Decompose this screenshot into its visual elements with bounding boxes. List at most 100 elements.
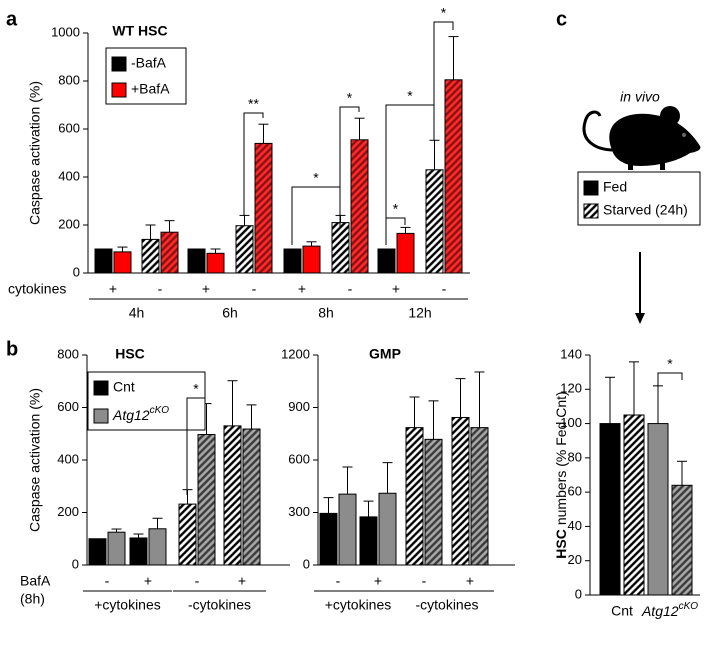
x-tick-label: - <box>336 573 341 589</box>
x-tick-label: Atg12cKO <box>641 601 698 619</box>
x-tick-label: - <box>195 573 200 589</box>
panel-label: a <box>6 8 18 30</box>
significance-bracket <box>657 372 683 410</box>
y-tick-label: 120 <box>560 381 582 396</box>
bar <box>425 169 444 274</box>
bar <box>235 225 254 274</box>
x-tick-label: - <box>442 281 447 297</box>
bar <box>405 427 424 566</box>
bar <box>254 142 273 274</box>
y-axis-label-bold: HSC <box>553 529 569 559</box>
bar <box>141 238 160 274</box>
chart-title: WT HSC <box>112 23 167 39</box>
bar <box>88 538 107 566</box>
y-tick-label: 140 <box>560 346 582 361</box>
significance-label: ** <box>248 96 259 112</box>
y-tick-label: 400 <box>57 451 79 466</box>
x-tick-label: + <box>144 573 152 589</box>
y-tick-label: 0 <box>72 556 79 571</box>
x-tick-label: - <box>105 573 110 589</box>
significance-bracket <box>433 21 454 135</box>
y-tick-label: 800 <box>58 72 80 87</box>
bar <box>338 493 357 566</box>
y-tick-label: 600 <box>288 451 310 466</box>
legend-label: Starved (24h) <box>603 202 688 218</box>
y-tick-label: 800 <box>57 346 79 361</box>
legend-label: +BafA <box>131 81 170 97</box>
legend-label: Atg12cKO <box>112 405 169 423</box>
bar <box>206 252 225 274</box>
in-vivo-label: in vivo <box>620 89 660 105</box>
group-label: -cytokines <box>188 597 251 613</box>
significance-bracket <box>243 112 264 215</box>
significance-label: * <box>313 170 319 186</box>
y-tick-label: 600 <box>57 399 79 414</box>
y-tick-label: 300 <box>288 504 310 519</box>
bar <box>451 416 470 566</box>
x-tick-label: Cnt <box>611 603 633 619</box>
y-tick-label: 1200 <box>281 346 310 361</box>
significance-bracket <box>186 397 206 495</box>
bar <box>378 492 397 566</box>
bar <box>359 516 378 566</box>
chart-title: GMP <box>369 346 401 362</box>
group-label: +cytokines <box>94 597 161 613</box>
bar <box>178 503 197 566</box>
panel-label: c <box>556 8 567 30</box>
bar <box>424 438 443 566</box>
y-tick-label: 900 <box>288 399 310 414</box>
y-tick-label: 20 <box>568 552 582 567</box>
bar <box>444 79 463 274</box>
bar <box>623 414 645 596</box>
chart-title: HSC <box>115 346 145 362</box>
significance-label: * <box>393 201 399 217</box>
bar <box>187 248 206 274</box>
y-tick-label: 40 <box>568 518 582 533</box>
bar <box>647 423 669 596</box>
y-tick-label: 100 <box>560 415 582 430</box>
y-tick-label: 1000 <box>51 24 80 39</box>
bar <box>350 139 369 274</box>
legend-swatch <box>93 408 109 424</box>
bar <box>283 248 302 274</box>
legend-label: Fed <box>603 179 627 195</box>
significance-label: * <box>193 381 199 397</box>
significance-bracket <box>291 186 341 245</box>
bar <box>470 427 489 566</box>
bar <box>107 531 126 566</box>
legend-label-sup: cKO <box>150 405 170 416</box>
y-axis-label: Caspase activation (%) <box>27 81 43 225</box>
bar <box>223 425 242 566</box>
y-axis-label-rest: numbers (% Fed Cnt) <box>553 391 569 525</box>
group-label: -cytokines <box>415 597 478 613</box>
x-tick-label: + <box>298 281 306 297</box>
significance-bracket <box>339 106 360 228</box>
group-label: 8h <box>318 305 334 321</box>
bar <box>671 484 693 596</box>
bar <box>160 231 179 274</box>
x-tick-label-sup: cKO <box>679 601 699 612</box>
bar <box>319 512 338 566</box>
bar <box>129 537 148 566</box>
y-axis-label: HSC numbers (% Fed Cnt) <box>553 391 569 558</box>
group-label: +cytokines <box>325 597 392 613</box>
bar <box>599 423 621 596</box>
x-tick-label: - <box>422 573 427 589</box>
y-axis-label: Caspase activation (%) <box>27 388 43 532</box>
legend-label: -BafA <box>131 55 167 71</box>
panel-label: b <box>6 338 18 360</box>
row-label-note: (8h) <box>20 591 45 607</box>
bar <box>148 528 167 566</box>
x-tick-label: + <box>392 281 400 297</box>
legend-label: Cnt <box>113 379 135 395</box>
bar <box>94 248 113 274</box>
y-tick-label: 600 <box>58 120 80 135</box>
y-tick-label: 0 <box>303 556 310 571</box>
bar <box>302 245 321 274</box>
y-tick-label: 0 <box>575 586 582 601</box>
bar <box>331 222 350 274</box>
x-tick-label: - <box>252 281 257 297</box>
significance-label: * <box>407 88 413 104</box>
x-tick-label: + <box>466 573 474 589</box>
